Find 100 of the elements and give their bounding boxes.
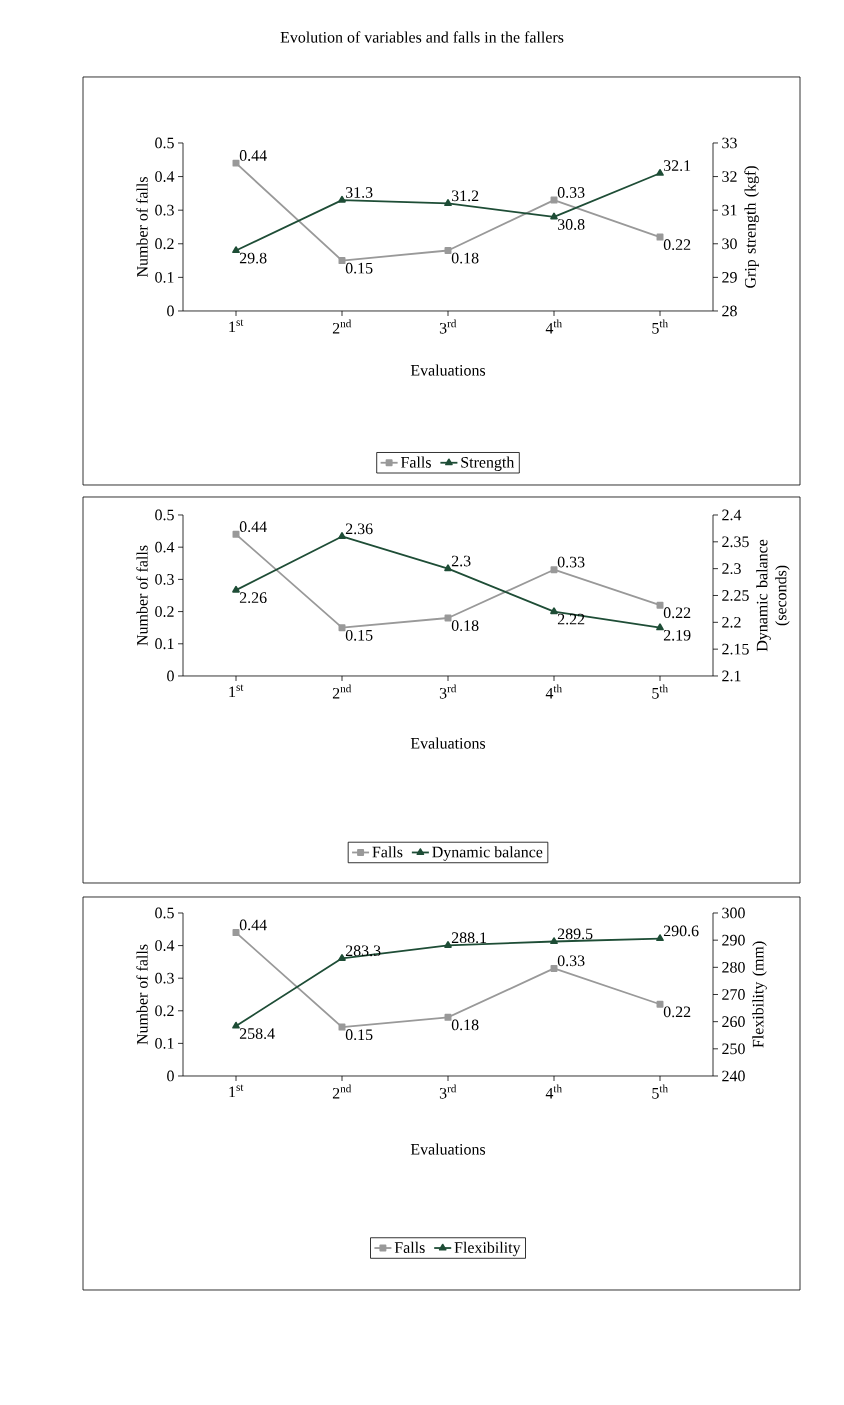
data-label: 0.15: [345, 1029, 373, 1041]
y-tick-label: 0: [167, 670, 174, 682]
data-label: 2.36: [345, 523, 373, 535]
data-label: 0.18: [451, 1019, 479, 1031]
x-tick-label: 5$^{th}$: [652, 684, 668, 699]
y2-axis-title: Flexibility (mm): [752, 941, 767, 1048]
legend-label: Falls: [372, 846, 403, 858]
chart-title: Evolution of variables and falls in the fallers: [280, 31, 564, 43]
y2-tick-label: 290: [722, 934, 745, 946]
data-label: 2.22: [557, 613, 585, 625]
data-label: 0.44: [239, 919, 267, 931]
x-tick-label: 1$^{st}$: [229, 1084, 244, 1098]
y-tick-label: 0.5: [155, 907, 174, 919]
x-tick-label: 2$^{nd}$: [332, 319, 352, 334]
x-tick-label: 2$^{nd}$: [332, 1084, 352, 1099]
y-tick-label: 0.1: [155, 271, 174, 283]
data-label: 2.26: [239, 592, 267, 604]
data-label: 31.2: [451, 190, 479, 202]
data-label: 0.33: [557, 955, 585, 967]
point: [550, 937, 558, 945]
y2-tick-label: 2.3: [722, 563, 741, 575]
y-tick-label: 0.4: [155, 171, 175, 182]
y-tick-label: 0: [167, 1070, 174, 1082]
x-tick-label: 4$^{th}$: [545, 1084, 562, 1099]
y-tick-label: 0.2: [155, 1005, 174, 1017]
point: [232, 1021, 240, 1029]
legend-label: Falls: [394, 1241, 425, 1253]
y-axis-title: Number of falls: [136, 177, 148, 277]
y2-tick-label: 270: [722, 989, 745, 1000]
y2-tick-label: 260: [722, 1016, 745, 1028]
point: [656, 233, 664, 241]
y-tick-label: 0.1: [155, 638, 174, 650]
x-tick-label: 4$^{th}$: [545, 319, 562, 334]
y-tick-label: 0.4: [155, 940, 175, 951]
data-label: 31.3: [345, 187, 373, 198]
point: [338, 624, 346, 632]
x-tick-label: 5$^{th}$: [652, 319, 668, 334]
point: [656, 601, 664, 609]
data-label: 0.18: [451, 252, 479, 264]
x-tick-label: 1$^{st}$: [229, 319, 244, 333]
legend-label: Falls: [400, 456, 431, 468]
y-tick-label: 0.5: [155, 137, 174, 149]
point: [444, 247, 452, 254]
data-label: 0.15: [345, 262, 373, 274]
x-tick-label: 3$^{rd}$: [439, 684, 457, 699]
y2-tick-label: 32: [722, 171, 737, 182]
y-tick-label: 0.3: [155, 573, 174, 585]
y-tick-label: 0.4: [155, 541, 175, 553]
point: [232, 929, 240, 937]
y2-axis-title: Grip strength (kgf): [744, 166, 759, 288]
x-tick-label: 5$^{th}$: [652, 1084, 668, 1099]
point: [338, 257, 346, 265]
y2-tick-label: 33: [722, 137, 737, 149]
point: [550, 196, 558, 204]
x-axis-title: Evaluations: [410, 737, 486, 749]
y2-tick-label: 2.1: [722, 670, 741, 682]
point: [232, 246, 240, 254]
y2-tick-label: 300: [722, 907, 745, 919]
y2-tick-label: 2.25: [722, 590, 749, 601]
x-tick-label: 4$^{th}$: [545, 684, 562, 699]
y2-tick-label: 29: [722, 272, 737, 283]
point: [232, 530, 240, 538]
x-axis-title: Evaluations: [410, 1143, 486, 1155]
x-tick-label: 3$^{rd}$: [439, 1084, 457, 1099]
point: [444, 199, 452, 207]
point: [550, 607, 558, 615]
point: [656, 168, 664, 176]
point: [232, 159, 240, 167]
point: [656, 934, 664, 942]
data-label: 0.44: [239, 521, 267, 533]
point: [232, 585, 240, 593]
point: [444, 1013, 452, 1021]
y-axis-title: Number of falls: [136, 944, 148, 1045]
y2-tick-label: 2.2: [722, 616, 741, 628]
data-label: 0.44: [239, 150, 267, 161]
y-tick-label: 0.2: [155, 238, 174, 250]
y2-tick-label: 280: [722, 961, 745, 973]
data-label: 0.22: [663, 239, 691, 251]
data-label: 30.8: [557, 219, 585, 230]
y-tick-label: 0: [167, 305, 174, 317]
point: [444, 564, 452, 572]
data-label: 0.33: [557, 556, 585, 568]
data-label: 32.1: [663, 160, 691, 172]
y-tick-label: 0.3: [155, 972, 174, 984]
legend-label: Flexibility: [454, 1241, 521, 1257]
y2-axis-title: Dynamic balance (seconds): [756, 539, 790, 652]
point: [444, 941, 452, 948]
y-tick-label: 0.1: [155, 1037, 174, 1049]
data-label: 258.4: [239, 1028, 275, 1040]
y2-tick-label: 31: [722, 204, 737, 216]
x-tick-label: 1$^{st}$: [229, 684, 244, 698]
data-label: 2.19: [663, 629, 691, 641]
data-label: 0.22: [663, 1006, 691, 1018]
y2-tick-label: 2.15: [722, 643, 749, 655]
point: [338, 954, 346, 961]
point: [656, 1000, 664, 1008]
point: [550, 964, 558, 972]
point: [338, 195, 346, 203]
legend-label: Strength: [461, 456, 515, 471]
data-label: 290.6: [663, 925, 699, 937]
